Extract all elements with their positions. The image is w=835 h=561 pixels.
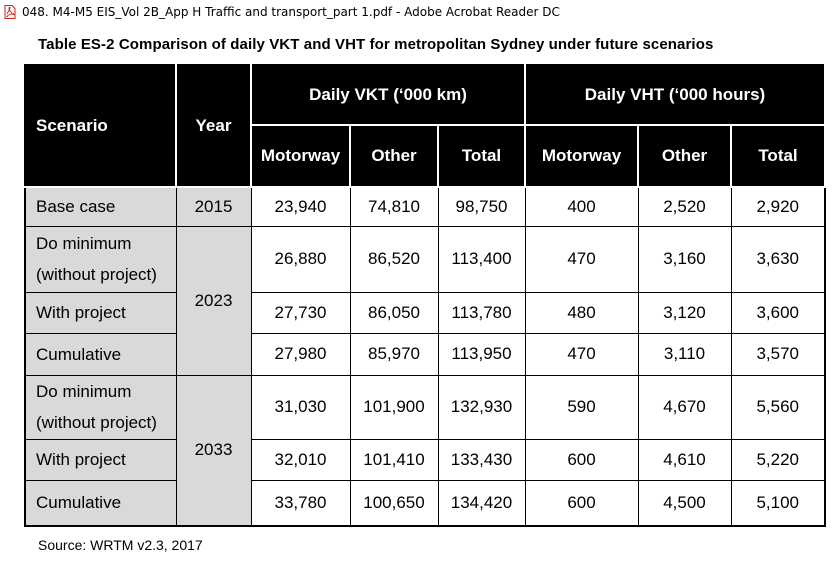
vkt-other-cell: 100,650	[349, 479, 439, 527]
vkt-motorway-cell: 33,780	[250, 479, 351, 527]
year-cell: 2033	[175, 374, 252, 527]
header-vkt-motorway: Motorway	[250, 124, 351, 188]
vht-total-cell: 3,630	[730, 225, 826, 293]
vkt-motorway-cell: 26,880	[250, 225, 351, 293]
vht-other-cell: 2,520	[637, 186, 732, 227]
vkt-other-cell: 86,520	[349, 225, 439, 293]
vht-motorway-cell: 590	[524, 374, 639, 440]
vht-motorway-cell: 470	[524, 225, 639, 293]
vht-other-cell: 4,610	[637, 438, 732, 481]
table-row: Do minimum (without project) 2023 26,880…	[24, 225, 826, 376]
vkt-motorway-cell: 32,010	[250, 438, 351, 481]
vht-motorway-cell: 600	[524, 479, 639, 527]
table-title: Table ES-2 Comparison of daily VKT and V…	[38, 36, 714, 53]
header-vkt-total: Total	[437, 124, 526, 188]
window-titlebar: 048. M4-M5 EIS_Vol 2B_App H Traffic and …	[0, 0, 835, 24]
vkt-other-cell: 86,050	[349, 291, 439, 334]
table-row: Base case 2015 23,940 74,810 98,750 400 …	[24, 186, 826, 227]
vkt-other-cell: 101,900	[349, 374, 439, 440]
vkt-other-cell: 85,970	[349, 332, 439, 376]
header-vht-motorway: Motorway	[524, 124, 639, 188]
vkt-total-cell: 132,930	[437, 374, 526, 440]
vht-motorway-cell: 600	[524, 438, 639, 481]
vht-total-cell: 3,600	[730, 291, 826, 334]
scenario-cell: With project	[24, 291, 177, 334]
year-cell: 2015	[175, 186, 252, 227]
vkt-motorway-cell: 27,980	[250, 332, 351, 376]
header-row-2: Motorway Other Total Motorway Other Tota…	[25, 124, 826, 188]
scenario-cell: Cumulative	[24, 332, 177, 376]
scenario-cell: Do minimum (without project)	[24, 225, 177, 293]
header-scenario: Scenario	[24, 64, 177, 188]
vht-motorway-cell: 470	[524, 332, 639, 376]
vkt-motorway-cell: 31,030	[250, 374, 351, 440]
header-vht-total: Total	[730, 124, 826, 188]
vht-total-cell: 5,220	[730, 438, 826, 481]
scenario-cell: Base case	[24, 186, 177, 227]
vht-total-cell: 5,560	[730, 374, 826, 440]
header-vkt-group: Daily VKT (‘000 km)	[250, 64, 526, 126]
table-row: Cumulative 27,980 85,970 113,950 470 3,1…	[24, 332, 826, 376]
header-year: Year	[175, 64, 252, 188]
vht-other-cell: 3,160	[637, 225, 732, 293]
vkt-total-cell: 113,400	[437, 225, 526, 293]
table-row: Cumulative 33,780 100,650 134,420 600 4,…	[24, 479, 826, 527]
header-row-1: Scenario Year Daily VKT (‘000 km) Daily …	[24, 64, 826, 188]
vkt-other-cell: 101,410	[349, 438, 439, 481]
vht-total-cell: 5,100	[730, 479, 826, 527]
vkt-total-cell: 134,420	[437, 479, 526, 527]
scenario-cell: Do minimum (without project)	[24, 374, 177, 440]
header-vht-group: Daily VHT (‘000 hours)	[524, 64, 826, 126]
comparison-table: Scenario Year Daily VKT (‘000 km) Daily …	[24, 64, 826, 527]
table-row: With project 32,010 101,410 133,430 600 …	[24, 438, 826, 481]
table-row: Do minimum (without project) 2033 31,030…	[24, 374, 826, 527]
vkt-total-cell: 98,750	[437, 186, 526, 227]
vkt-total-cell: 113,950	[437, 332, 526, 376]
vht-total-cell: 2,920	[730, 186, 826, 227]
table-row: With project 27,730 86,050 113,780 480 3…	[24, 291, 826, 334]
vht-motorway-cell: 480	[524, 291, 639, 334]
pdf-file-icon	[3, 4, 17, 20]
year-cell: 2023	[175, 225, 252, 376]
header-vht-other: Other	[637, 124, 732, 188]
vht-other-cell: 3,110	[637, 332, 732, 376]
vkt-total-cell: 113,780	[437, 291, 526, 334]
header-vkt-other: Other	[349, 124, 439, 188]
vht-other-cell: 4,500	[637, 479, 732, 527]
vkt-motorway-cell: 27,730	[250, 291, 351, 334]
vht-total-cell: 3,570	[730, 332, 826, 376]
scenario-cell: Cumulative	[24, 479, 177, 527]
scenario-cell: With project	[24, 438, 177, 481]
vkt-motorway-cell: 23,940	[250, 186, 351, 227]
vkt-other-cell: 74,810	[349, 186, 439, 227]
vht-other-cell: 4,670	[637, 374, 732, 440]
vkt-total-cell: 133,430	[437, 438, 526, 481]
source-note: Source: WRTM v2.3, 2017	[38, 537, 203, 553]
vht-other-cell: 3,120	[637, 291, 732, 334]
vht-motorway-cell: 400	[524, 186, 639, 227]
window-title: 048. M4-M5 EIS_Vol 2B_App H Traffic and …	[22, 5, 560, 19]
